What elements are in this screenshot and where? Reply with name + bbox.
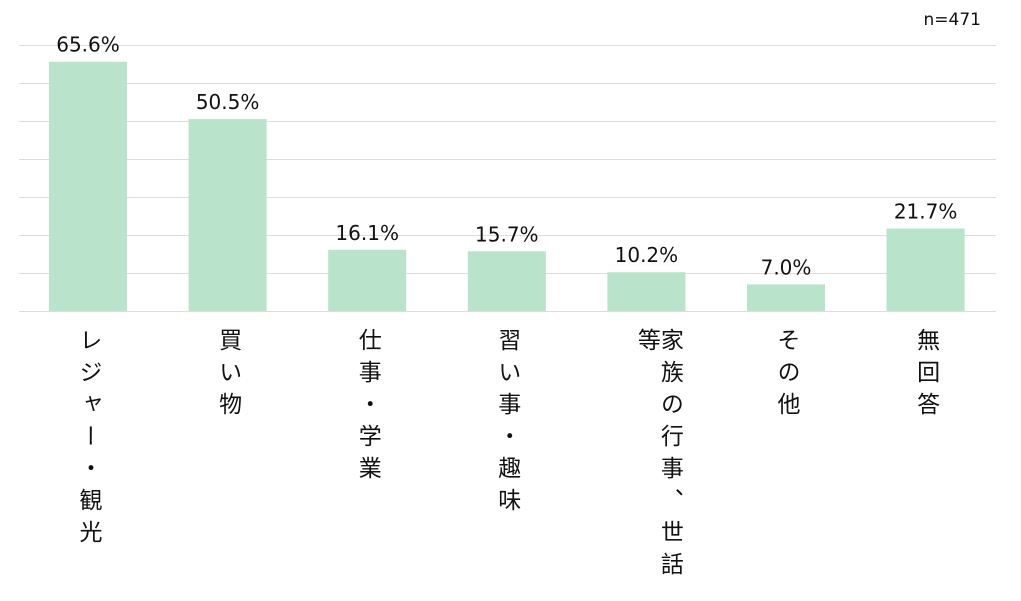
category-label: 買い物 bbox=[214, 328, 241, 424]
sample-size-label: n=471 bbox=[923, 10, 981, 30]
bar bbox=[607, 272, 686, 311]
category-label: その他 bbox=[773, 328, 799, 424]
data-label: 50.5% bbox=[196, 90, 260, 114]
category-label: 家族の行事、世話等 bbox=[633, 328, 683, 584]
data-label: 21.7% bbox=[894, 200, 958, 224]
category-label: 無回答 bbox=[912, 328, 939, 424]
data-label: 10.2% bbox=[615, 243, 679, 267]
data-label: 15.7% bbox=[475, 222, 539, 246]
bar bbox=[747, 284, 825, 311]
category-label: 習い事・趣味 bbox=[493, 328, 520, 520]
bar bbox=[49, 61, 127, 311]
bar bbox=[467, 251, 546, 311]
bar bbox=[188, 119, 267, 311]
data-label: 16.1% bbox=[335, 221, 399, 245]
bar bbox=[886, 228, 965, 311]
category-label: 仕事・学業 bbox=[354, 328, 381, 488]
category-label: レジャー・観光 bbox=[75, 328, 101, 552]
bar bbox=[328, 249, 407, 311]
data-label: 7.0% bbox=[761, 255, 812, 279]
data-label: 65.6% bbox=[56, 33, 120, 57]
